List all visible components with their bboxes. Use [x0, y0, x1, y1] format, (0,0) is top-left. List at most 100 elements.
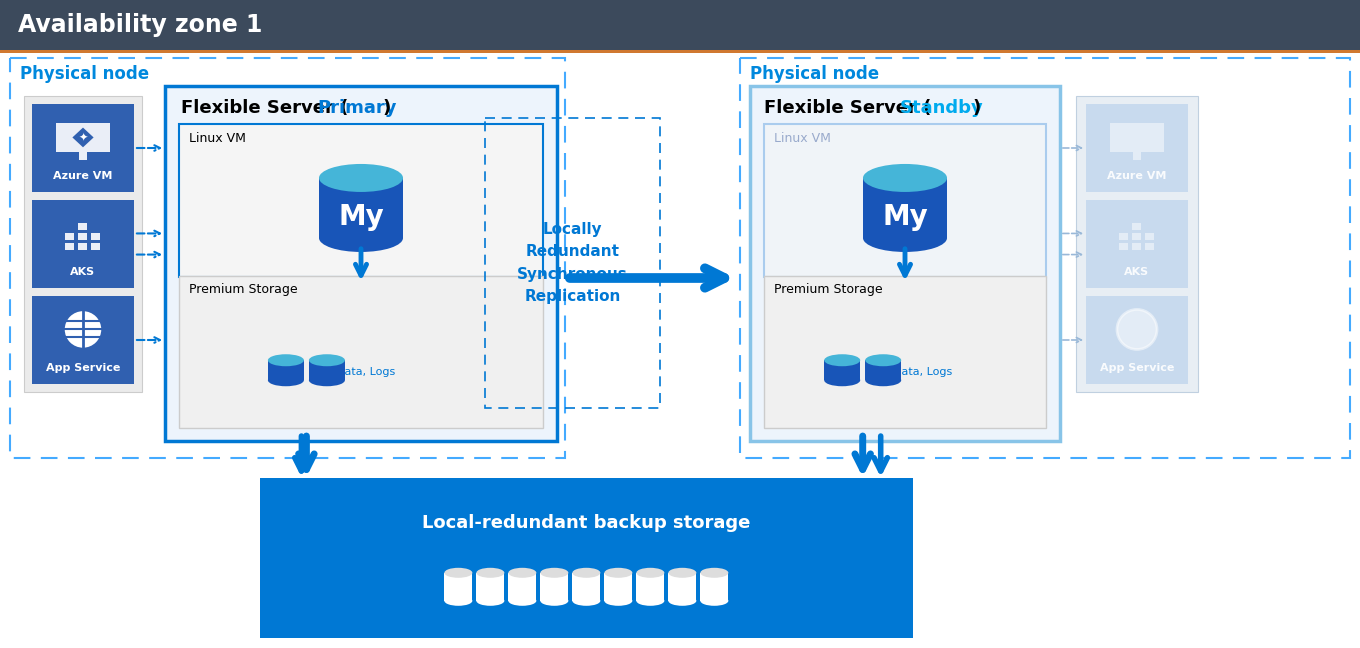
Text: Linux VM: Linux VM [189, 132, 246, 145]
FancyBboxPatch shape [604, 573, 632, 601]
FancyBboxPatch shape [668, 573, 696, 601]
Ellipse shape [268, 354, 303, 366]
Ellipse shape [824, 375, 861, 386]
Text: Azure VM: Azure VM [53, 171, 113, 181]
Ellipse shape [476, 568, 505, 578]
Ellipse shape [864, 224, 947, 252]
FancyBboxPatch shape [1087, 200, 1189, 288]
FancyBboxPatch shape [1145, 244, 1155, 250]
Text: AKS: AKS [71, 267, 95, 277]
FancyBboxPatch shape [1132, 224, 1141, 231]
FancyBboxPatch shape [1087, 104, 1189, 192]
Circle shape [1117, 310, 1157, 349]
FancyBboxPatch shape [91, 244, 101, 250]
FancyBboxPatch shape [1133, 152, 1141, 160]
Ellipse shape [320, 224, 403, 252]
Text: Standby: Standby [900, 99, 983, 117]
Text: ): ) [384, 99, 392, 117]
FancyBboxPatch shape [91, 233, 101, 240]
Ellipse shape [540, 568, 568, 578]
Text: Physical node: Physical node [749, 65, 879, 83]
Ellipse shape [445, 596, 472, 606]
FancyBboxPatch shape [79, 152, 87, 160]
Text: Premium Storage: Premium Storage [774, 283, 883, 296]
Ellipse shape [320, 164, 403, 192]
FancyBboxPatch shape [309, 360, 345, 380]
Ellipse shape [604, 568, 632, 578]
FancyBboxPatch shape [749, 86, 1059, 441]
FancyBboxPatch shape [824, 360, 861, 380]
Ellipse shape [309, 354, 345, 366]
FancyBboxPatch shape [260, 478, 913, 638]
FancyBboxPatch shape [540, 573, 568, 601]
Text: App Service: App Service [46, 363, 120, 373]
Ellipse shape [509, 568, 536, 578]
Ellipse shape [864, 164, 947, 192]
FancyBboxPatch shape [1132, 244, 1141, 250]
Ellipse shape [824, 354, 861, 366]
FancyBboxPatch shape [509, 573, 536, 601]
FancyBboxPatch shape [1145, 233, 1155, 240]
Text: Locally
Redundant
Synchronous
Replication: Locally Redundant Synchronous Replicatio… [517, 222, 628, 304]
Ellipse shape [865, 354, 902, 366]
FancyBboxPatch shape [33, 296, 135, 384]
Ellipse shape [268, 375, 303, 386]
Text: My: My [883, 203, 928, 231]
Circle shape [63, 310, 103, 349]
Polygon shape [72, 128, 94, 147]
FancyBboxPatch shape [24, 96, 141, 392]
Ellipse shape [509, 596, 536, 606]
FancyBboxPatch shape [1119, 244, 1127, 250]
Ellipse shape [476, 596, 505, 606]
Text: Data, Logs: Data, Logs [336, 367, 396, 377]
Text: Availability zone 1: Availability zone 1 [18, 13, 262, 37]
FancyBboxPatch shape [78, 233, 87, 240]
Ellipse shape [668, 596, 696, 606]
Ellipse shape [309, 375, 345, 386]
FancyBboxPatch shape [700, 573, 729, 601]
Ellipse shape [865, 375, 902, 386]
FancyBboxPatch shape [57, 123, 110, 152]
FancyBboxPatch shape [65, 244, 73, 250]
FancyBboxPatch shape [268, 360, 303, 380]
FancyBboxPatch shape [476, 573, 505, 601]
Text: My: My [339, 203, 384, 231]
Text: ): ) [972, 99, 981, 117]
Ellipse shape [636, 596, 664, 606]
FancyBboxPatch shape [573, 573, 600, 601]
Text: AKS: AKS [1125, 267, 1149, 277]
FancyBboxPatch shape [764, 124, 1046, 277]
Text: Premium Storage: Premium Storage [189, 283, 298, 296]
FancyBboxPatch shape [180, 275, 543, 428]
Text: Flexible Server (: Flexible Server ( [764, 99, 932, 117]
Ellipse shape [700, 568, 729, 578]
FancyBboxPatch shape [33, 200, 135, 288]
FancyBboxPatch shape [78, 224, 87, 231]
FancyBboxPatch shape [78, 244, 87, 250]
FancyBboxPatch shape [1132, 233, 1141, 240]
Text: Physical node: Physical node [20, 65, 150, 83]
FancyBboxPatch shape [320, 178, 403, 238]
Text: Data, Logs: Data, Logs [892, 367, 952, 377]
FancyBboxPatch shape [0, 0, 1360, 50]
FancyBboxPatch shape [1087, 296, 1189, 384]
Ellipse shape [445, 568, 472, 578]
Text: ✦: ✦ [79, 132, 87, 143]
Ellipse shape [636, 568, 664, 578]
FancyBboxPatch shape [865, 360, 902, 380]
FancyBboxPatch shape [636, 573, 664, 601]
FancyBboxPatch shape [33, 104, 135, 192]
FancyBboxPatch shape [0, 50, 1360, 53]
FancyBboxPatch shape [1119, 233, 1127, 240]
Text: App Service: App Service [1100, 363, 1174, 373]
Ellipse shape [573, 568, 600, 578]
FancyBboxPatch shape [1076, 96, 1198, 392]
FancyBboxPatch shape [65, 233, 73, 240]
Ellipse shape [668, 568, 696, 578]
Ellipse shape [540, 596, 568, 606]
FancyBboxPatch shape [445, 573, 472, 601]
Ellipse shape [604, 596, 632, 606]
Text: Linux VM: Linux VM [774, 132, 831, 145]
FancyBboxPatch shape [764, 275, 1046, 428]
FancyBboxPatch shape [864, 178, 947, 238]
